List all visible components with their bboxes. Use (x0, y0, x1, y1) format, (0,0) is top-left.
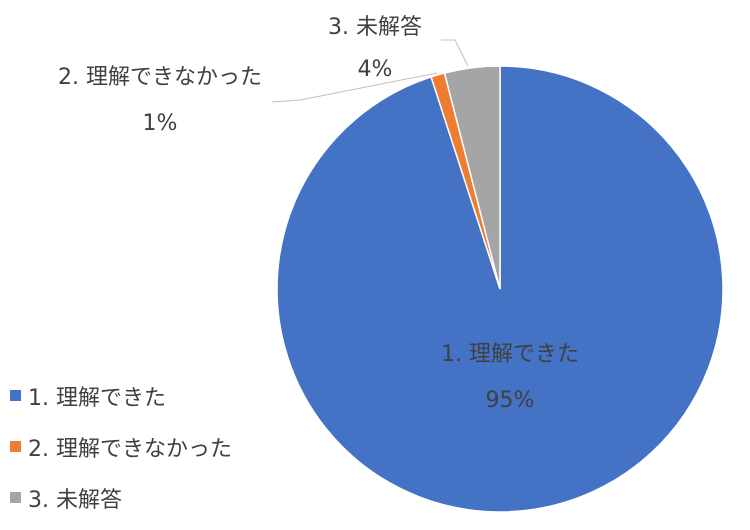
data-label-2-value: 1% (142, 111, 178, 136)
legend-swatch-2 (10, 441, 21, 452)
leader-line-3 (441, 39, 469, 67)
leader-line-2 (271, 72, 438, 103)
data-label-1-value: 95% (485, 388, 535, 413)
legend-item-3: 3. 未解答 (10, 472, 232, 523)
legend: 1. 理解できた 2. 理解できなかった 3. 未解答 (10, 370, 232, 523)
data-label-1-category: 1. 理解できた (441, 342, 579, 367)
data-label-3: 3. 未解答 4% (305, 13, 445, 85)
data-label-2-category: 2. 理解できなかった (58, 65, 262, 90)
legend-label-3: 3. 未解答 (28, 487, 122, 513)
pie-slice-3 (443, 65, 501, 290)
legend-label-2: 2. 理解できなかった (28, 436, 232, 462)
data-label-3-value: 4% (357, 57, 393, 82)
data-label-2: 2. 理解できなかった 1% (20, 63, 300, 139)
data-label-1: 1. 理解できた 95% (395, 340, 625, 416)
legend-swatch-1 (10, 390, 21, 401)
legend-item-1: 1. 理解できた (10, 370, 232, 421)
legend-swatch-3 (10, 492, 21, 503)
data-label-3-category: 3. 未解答 (328, 15, 422, 40)
legend-label-1: 1. 理解できた (28, 385, 166, 411)
legend-item-2: 2. 理解できなかった (10, 421, 232, 472)
